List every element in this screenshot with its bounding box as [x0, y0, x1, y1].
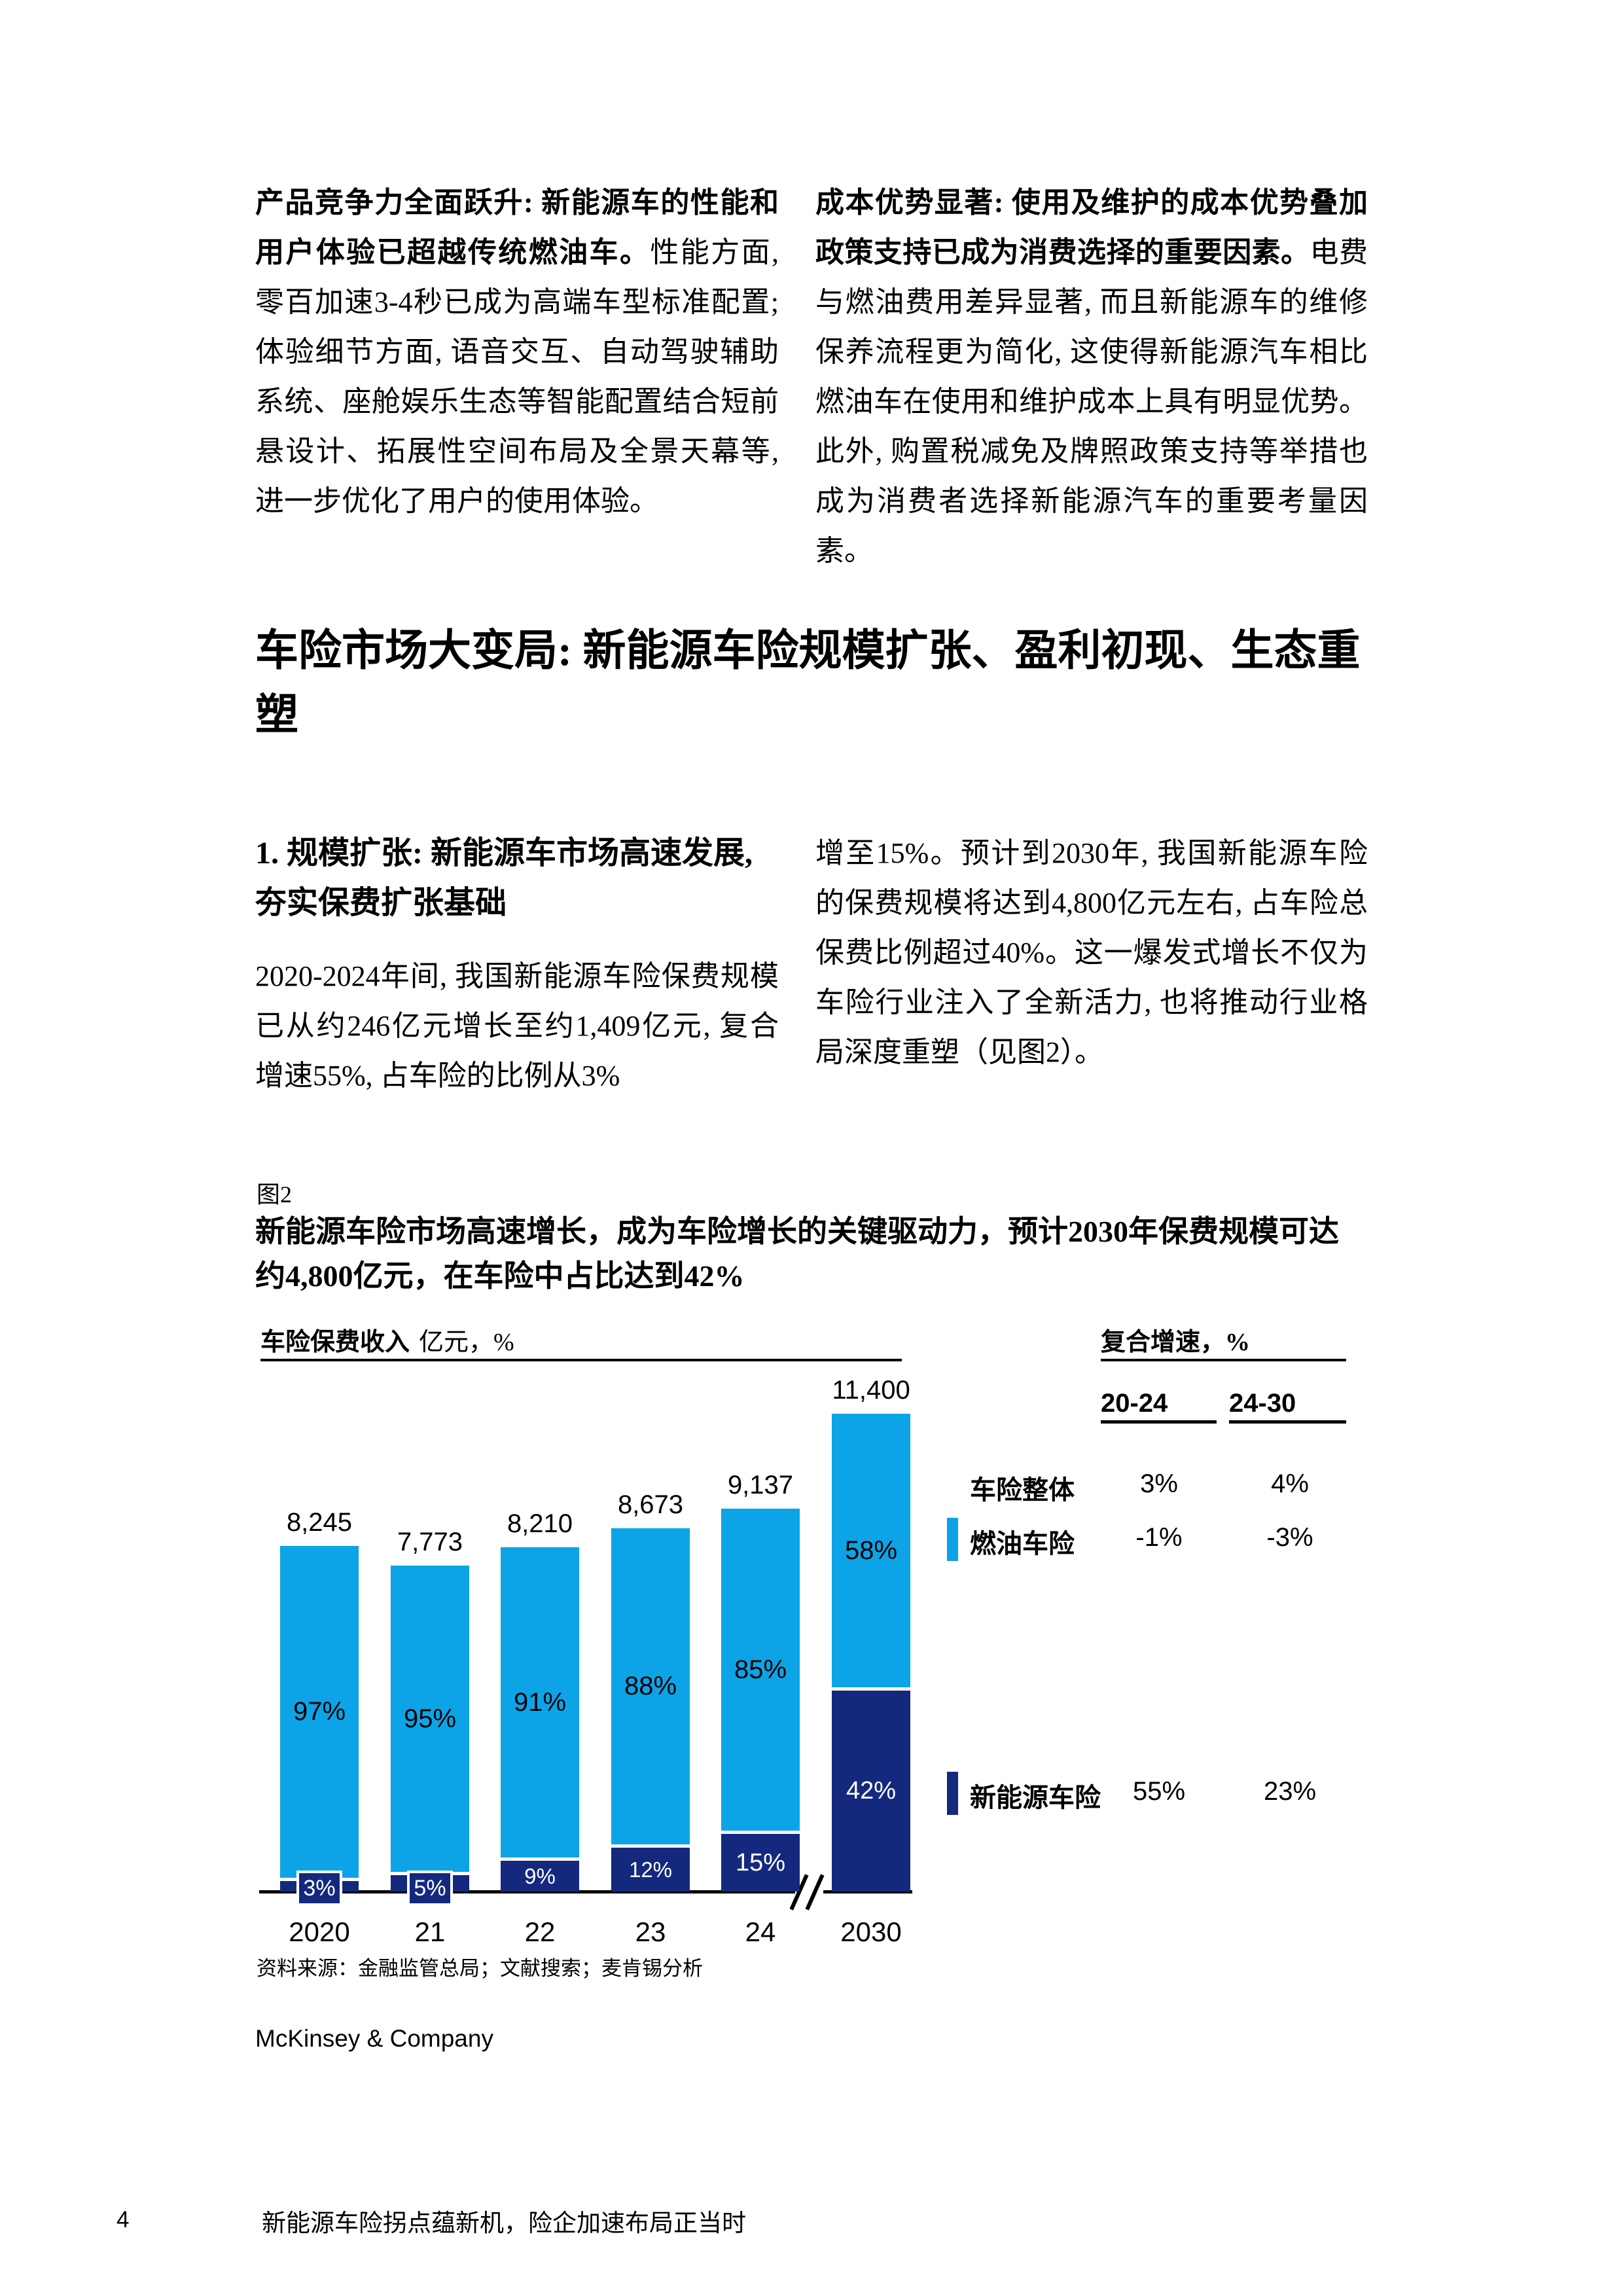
nev-segment: [721, 1834, 800, 1892]
fuel-insurance-swatch: [947, 1518, 958, 1561]
growth-table-header: 复合增速，%: [1101, 1329, 1251, 1356]
nev-share-label: 3%: [296, 1871, 342, 1906]
subsection-columns: 1. 规模扩张: 新能源车市场高速发展, 夯实保费扩张基础 2020-2024年…: [255, 829, 1368, 1101]
chart-axis-title-unit: 亿元，%: [419, 1329, 514, 1356]
x-axis-line: [259, 1890, 795, 1893]
section-heading: 车险市场大变局: 新能源车险规模扩张、盈利初现、生态重塑: [255, 627, 1361, 739]
intro-left-lead: 产品竞争力全面跃升: 新能源车的性能和用户体验已超越传统燃油车。: [255, 187, 779, 268]
subsection-right-column: 增至15%。预计到2030年, 我国新能源车险的保费规模将达到4,800亿元左右…: [815, 829, 1368, 1101]
growth-value-fuel-insurance-20-24: -1%: [1135, 1523, 1183, 1552]
column-underline-24-30: [1229, 1420, 1346, 1424]
column-header-24-30: 24-30: [1229, 1389, 1296, 1418]
fuel-share-label: 91%: [513, 1688, 567, 1717]
bar-total-label: 8,673: [617, 1490, 684, 1519]
growth-value-overall-motor-20-24: 3%: [1140, 1469, 1178, 1498]
intro-right-body: 电费与燃油费用差异显著, 而且新能源车的维修保养流程更为简化, 这使得新能源汽车…: [815, 236, 1368, 567]
x-tick-label: 23: [635, 1916, 666, 1947]
nev-share-label: 9%: [524, 1864, 556, 1888]
x-tick-label: 24: [745, 1916, 776, 1947]
chart-axis-title-main: 车险保费收入: [260, 1329, 410, 1356]
bar-total-label: 8,245: [286, 1508, 353, 1537]
nev-insurance-swatch: [947, 1772, 958, 1815]
fuel-share-label: 58%: [844, 1536, 898, 1565]
bar-plot: 8,245 97% 3% 2020 7,773 95% 5% 21 8,210 91% 9% 22 8,…: [255, 1329, 916, 1957]
subsection-left-paragraph: 2020-2024年间, 我国新能源车险保费规模已从约246亿元增长至约1,40…: [255, 960, 779, 1092]
fuel-segment: [501, 1547, 579, 1857]
chart: 车险保费收入 亿元，% 8,245 97% 3% 2020 7,773 95% 5% 21 8,2…: [255, 1329, 1368, 1957]
subsection-heading: 1. 规模扩张: 新能源车市场高速发展, 夯实保费扩张基础: [255, 836, 753, 920]
page-number: 4: [116, 2207, 130, 2233]
growth-value-fuel-insurance-24-30: -3%: [1266, 1523, 1313, 1552]
x-tick-label: 2020: [289, 1916, 350, 1947]
growth-value-overall-motor-24-30: 4%: [1271, 1469, 1309, 1498]
intro-left-body: 性能方面, 零百加速3-4秒已成为高端车型标准配置; 体验细节方面, 语音交互、…: [255, 236, 779, 517]
nev-share-label: 15%: [735, 1849, 786, 1876]
nev-share-label: 5%: [407, 1871, 453, 1906]
fuel-share-label: 95%: [403, 1704, 457, 1733]
x-axis-line-right: [823, 1890, 912, 1893]
intro-right-lead: 成本优势显著: 使用及维护的成本优势叠加政策支持已成为消费选择的重要因素。: [815, 187, 1368, 268]
bar-total-label: 8,210: [507, 1509, 573, 1538]
growth-value-nev-insurance-24-30: 23%: [1263, 1777, 1317, 1806]
footer-title: 新能源车险拐点蕴新机，险企加速布局正当时: [262, 2210, 746, 2237]
source-note: 资料来源：金融监管总局；文献搜索；麦肯锡分析: [257, 1957, 703, 1980]
subsection-left-column: 1. 规模扩张: 新能源车市场高速发展, 夯实保费扩张基础 2020-2024年…: [255, 829, 779, 1101]
chart-axis-title: 车险保费收入 亿元，%: [260, 1329, 514, 1356]
bar-total-label: 9,137: [727, 1471, 794, 1499]
x-tick-label: 21: [414, 1916, 446, 1947]
x-tick-label: 2030: [840, 1916, 902, 1947]
intro-left-paragraph: 产品竞争力全面跃升: 新能源车的性能和用户体验已超越传统燃油车。性能方面, 零百…: [255, 178, 779, 576]
column-underline-20-24: [1101, 1420, 1217, 1424]
nev-segment: [832, 1691, 910, 1892]
growth-value-nev-insurance-20-24: 55%: [1132, 1777, 1186, 1806]
bar-total-label: 11,400: [832, 1376, 910, 1405]
growth-row-label-overall-motor: 车险整体: [970, 1475, 1075, 1505]
nev-segment: [611, 1848, 690, 1892]
nev-share-label: 12%: [628, 1857, 673, 1882]
growth-table: 复合增速，% 20-24 24-30 车险整体 3% 4% 燃油车险 -1% -3% 新能源…: [255, 1329, 1368, 1957]
intro-columns: 产品竞争力全面跃升: 新能源车的性能和用户体验已超越传统燃油车。性能方面, 零百…: [255, 178, 1368, 576]
exhibit-title: 新能源车险市场高速增长，成为车险增长的关键驱动力，预计2030年保费规模可达约4…: [255, 1215, 1339, 1293]
fuel-segment: [721, 1509, 800, 1831]
growth-table-header-rule: [1101, 1359, 1346, 1361]
fuel-share-label: 88%: [624, 1672, 677, 1700]
growth-rows: 车险整体 3% 4% 燃油车险 -1% -3% 新能源车险 55% 23%: [255, 1329, 1368, 1957]
fuel-share-label: 85%: [734, 1655, 787, 1684]
nev-share-label: 42%: [846, 1777, 897, 1804]
growth-row-label-nev-insurance: 新能源车险: [970, 1783, 1101, 1812]
fuel-segment: [611, 1528, 690, 1844]
fuel-segment: [832, 1414, 910, 1687]
nev-segment: [501, 1861, 579, 1892]
fuel-segment: [391, 1566, 469, 1872]
intro-right-paragraph: 成本优势显著: 使用及维护的成本优势叠加政策支持已成为消费选择的重要因素。电费与…: [815, 178, 1368, 576]
exhibit-label: 图2: [257, 1181, 293, 1208]
mckinsey-wordmark: McKinsey & Company: [255, 2025, 493, 2052]
subsection-right-paragraph: 增至15%。预计到2030年, 我国新能源车险的保费规模将达到4,800亿元左右…: [815, 837, 1368, 1068]
chart-header-rule: [260, 1359, 902, 1361]
bar-total-label: 7,773: [397, 1528, 463, 1556]
fuel-segment: [280, 1546, 359, 1878]
growth-row-label-fuel-insurance: 燃油车险: [970, 1529, 1075, 1558]
x-tick-label: 22: [524, 1916, 556, 1947]
fuel-share-label: 97%: [293, 1697, 346, 1726]
column-header-20-24: 20-24: [1101, 1389, 1168, 1418]
